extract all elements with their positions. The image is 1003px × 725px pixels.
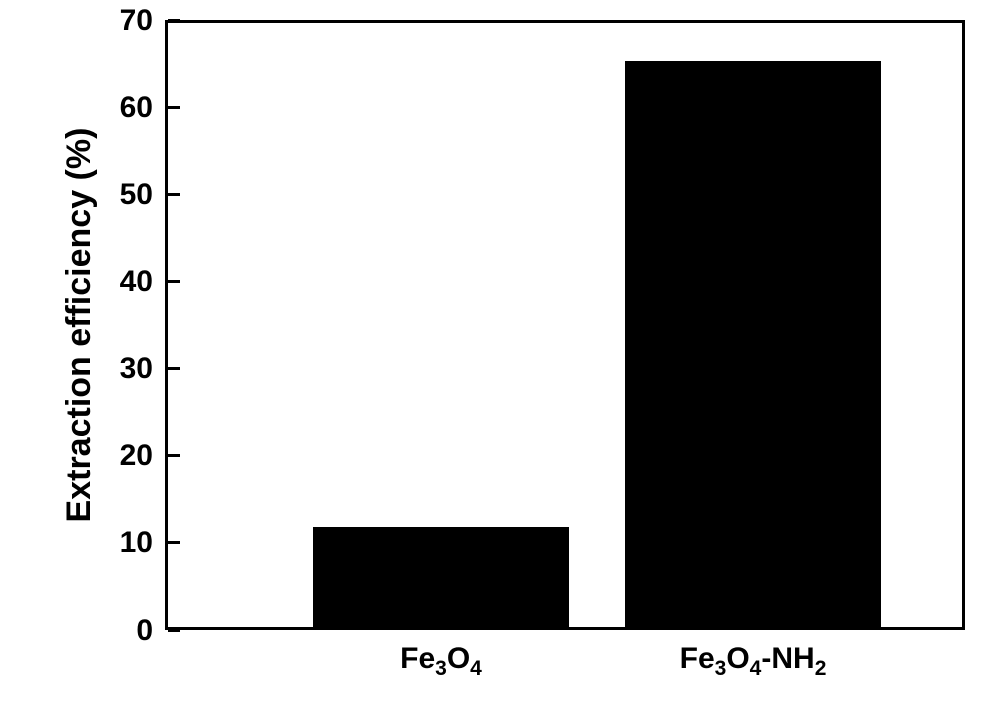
axis-line xyxy=(962,20,965,630)
axis-line xyxy=(165,20,965,23)
y-tick xyxy=(168,541,180,544)
y-tick-label: 30 xyxy=(120,352,153,386)
y-tick-label: 0 xyxy=(136,614,153,648)
x-category-label: Fe3O4-NH2 xyxy=(603,642,903,676)
chart-wrap: Extraction efficiency (%) 0 10 20 30 40 50 60 7… xyxy=(0,0,1003,725)
bar xyxy=(313,527,569,627)
y-tick xyxy=(168,106,180,109)
y-tick xyxy=(168,193,180,196)
axis-line xyxy=(165,20,168,630)
y-tick-label: 40 xyxy=(120,265,153,299)
y-tick xyxy=(168,367,180,370)
y-tick-label: 10 xyxy=(120,526,153,560)
y-tick-label: 70 xyxy=(120,4,153,38)
plot-area xyxy=(165,20,965,630)
y-tick-label: 50 xyxy=(120,178,153,212)
y-tick xyxy=(168,454,180,457)
x-tick xyxy=(752,615,755,627)
y-tick xyxy=(168,280,180,283)
axis-line xyxy=(165,627,965,630)
bar xyxy=(625,61,881,627)
y-tick-label: 20 xyxy=(120,439,153,473)
y-tick xyxy=(168,19,180,22)
y-tick-label: 60 xyxy=(120,91,153,125)
x-tick xyxy=(440,615,443,627)
x-category-label: Fe3O4 xyxy=(291,642,591,676)
y-axis-label: Extraction efficiency (%) xyxy=(60,20,99,630)
y-tick xyxy=(168,629,180,632)
